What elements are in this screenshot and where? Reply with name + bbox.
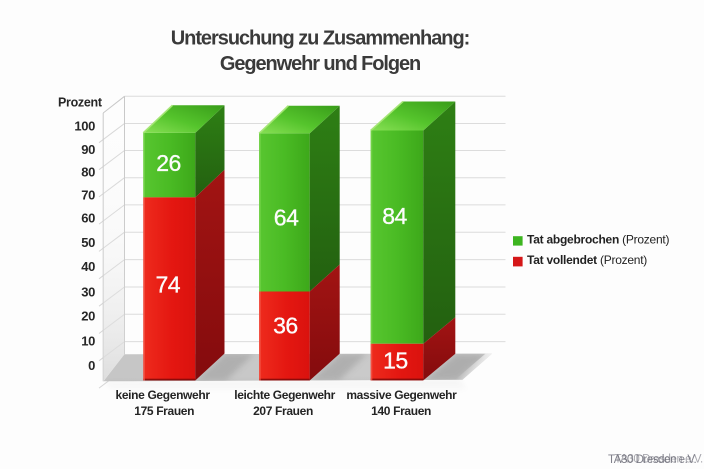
svg-text:26: 26 [156,150,181,176]
svg-text:Prozent: Prozent [58,95,103,109]
svg-text:140 Frauen: 140 Frauen [371,404,431,418]
svg-text:Tat vollendet (Prozent): Tat vollendet (Prozent) [527,253,647,267]
svg-text:Gegenwehr und Folgen: Gegenwehr und Folgen [220,53,420,75]
svg-text:74: 74 [156,272,181,298]
svg-text:90: 90 [81,142,95,157]
svg-text:64: 64 [274,205,299,231]
svg-text:36: 36 [273,313,298,339]
svg-text:20: 20 [81,309,95,324]
svg-text:60: 60 [81,211,95,226]
svg-text:207 Frauen: 207 Frauen [253,404,313,418]
svg-text:Untersuchung zu Zusammenhang:: Untersuchung zu Zusammenhang: [171,28,469,50]
svg-text:leichte Gegenwehr: leichte Gegenwehr [234,388,335,402]
svg-text:TA30 Dresden e.V.: TA30 Dresden e.V. [608,454,696,466]
svg-text:0: 0 [88,358,95,373]
svg-text:15: 15 [383,347,408,373]
svg-text:80: 80 [81,165,95,180]
svg-text:keine Gegenwehr: keine Gegenwehr [116,388,211,402]
svg-text:100: 100 [74,119,95,134]
svg-text:40: 40 [81,259,95,274]
svg-text:30: 30 [81,285,95,300]
svg-text:Tat abgebrochen (Prozent): Tat abgebrochen (Prozent) [527,233,669,247]
svg-text:TA30 Dresden e.V.: TA30 Dresden e.V. [615,453,703,465]
svg-text:84: 84 [382,203,407,229]
svg-text:massive Gegenwehr: massive Gegenwehr [346,388,457,402]
svg-text:50: 50 [81,235,95,250]
svg-text:10: 10 [81,334,95,349]
svg-text:175 Frauen: 175 Frauen [134,404,194,418]
svg-text:70: 70 [81,187,95,202]
